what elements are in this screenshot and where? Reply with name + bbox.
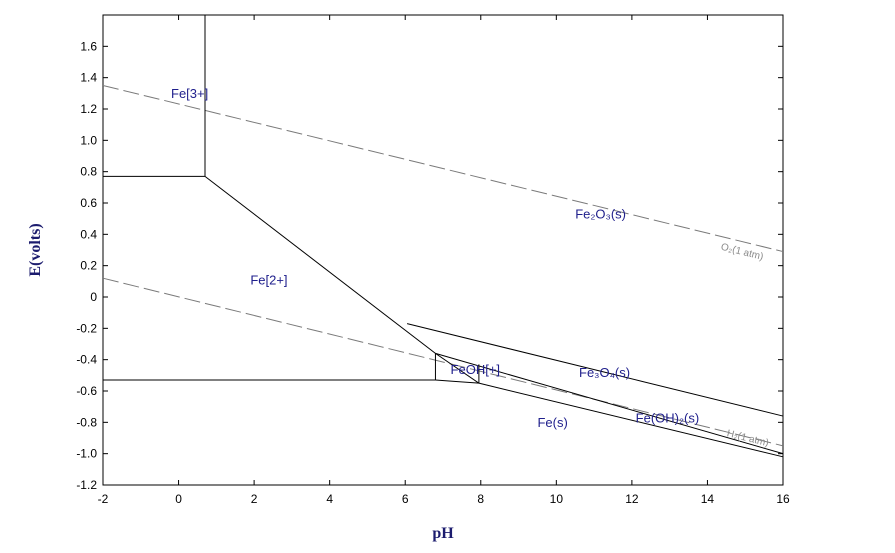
phase-boundary-line — [435, 352, 784, 455]
y-tick-label: 0.6 — [80, 196, 97, 210]
region-label: FeOH[+] — [451, 362, 501, 377]
x-tick-label: 4 — [326, 492, 333, 506]
region-label: Fe(s) — [537, 415, 567, 430]
x-tick-label: 14 — [701, 492, 715, 506]
y-tick-label: 1.2 — [80, 102, 97, 116]
region-labels: Fe[3+] Fe[2+] Fe(s) FeOH[+] Fe₂O₃(s) Fe₃O₄(s)… — [171, 86, 770, 449]
x-tick-label: 6 — [402, 492, 409, 506]
y-tick-label: -0.8 — [76, 415, 97, 429]
phase-boundary-line — [478, 382, 784, 458]
phase-boundary-line — [435, 379, 479, 384]
region-label: Fe(OH)₂(s) — [636, 410, 700, 425]
region-label: Fe₂O₃(s) — [575, 207, 626, 222]
phase-boundary-line — [204, 175, 436, 354]
region-label: Fe[3+] — [171, 86, 208, 101]
y-tick-label: -0.4 — [76, 353, 97, 367]
axis-ticks: -2 0 2 4 6 8 10 12 14 16 -1.2 -1.0 -0.8 -0.6 -0.4 -0.2 0… — [76, 15, 790, 506]
phase-boundaries — [103, 15, 784, 458]
y-tick-label: 0 — [90, 290, 97, 304]
x-tick-label: -2 — [98, 492, 109, 506]
plot-frame — [102, 14, 784, 486]
y-tick-label: 0.2 — [80, 259, 97, 273]
y-tick-label: 1.6 — [80, 39, 97, 53]
x-tick-label: 10 — [550, 492, 564, 506]
water-line — [102, 277, 784, 447]
y-tick-label: 1.0 — [80, 133, 97, 147]
x-tick-label: 2 — [251, 492, 258, 506]
x-tick-label: 16 — [776, 492, 790, 506]
region-label: Fe₃O₄(s) — [579, 365, 630, 380]
x-axis-title: pH — [432, 525, 454, 542]
x-tick-label: 12 — [625, 492, 639, 506]
water-line — [102, 85, 784, 253]
phase-boundary-line — [406, 323, 784, 417]
plot-area — [102, 14, 784, 486]
x-tick-label: 0 — [175, 492, 182, 506]
water-stability-lines — [102, 85, 784, 447]
y-axis-title: E(volts) — [27, 223, 44, 276]
region-label: Fe[2+] — [250, 272, 287, 287]
y-tick-label: 0.8 — [80, 165, 97, 179]
y-tick-label: -0.2 — [76, 321, 97, 335]
y-tick-label: -1.0 — [76, 447, 97, 461]
phase-boundary-line — [435, 352, 480, 384]
x-tick-label: 8 — [477, 492, 484, 506]
y-tick-label: -0.6 — [76, 384, 97, 398]
y-tick-label: 0.4 — [80, 227, 97, 241]
y-tick-label: -1.2 — [76, 478, 97, 492]
y-tick-label: 1.4 — [80, 71, 97, 85]
water-line-label: H₂(1 atm) — [726, 428, 770, 449]
